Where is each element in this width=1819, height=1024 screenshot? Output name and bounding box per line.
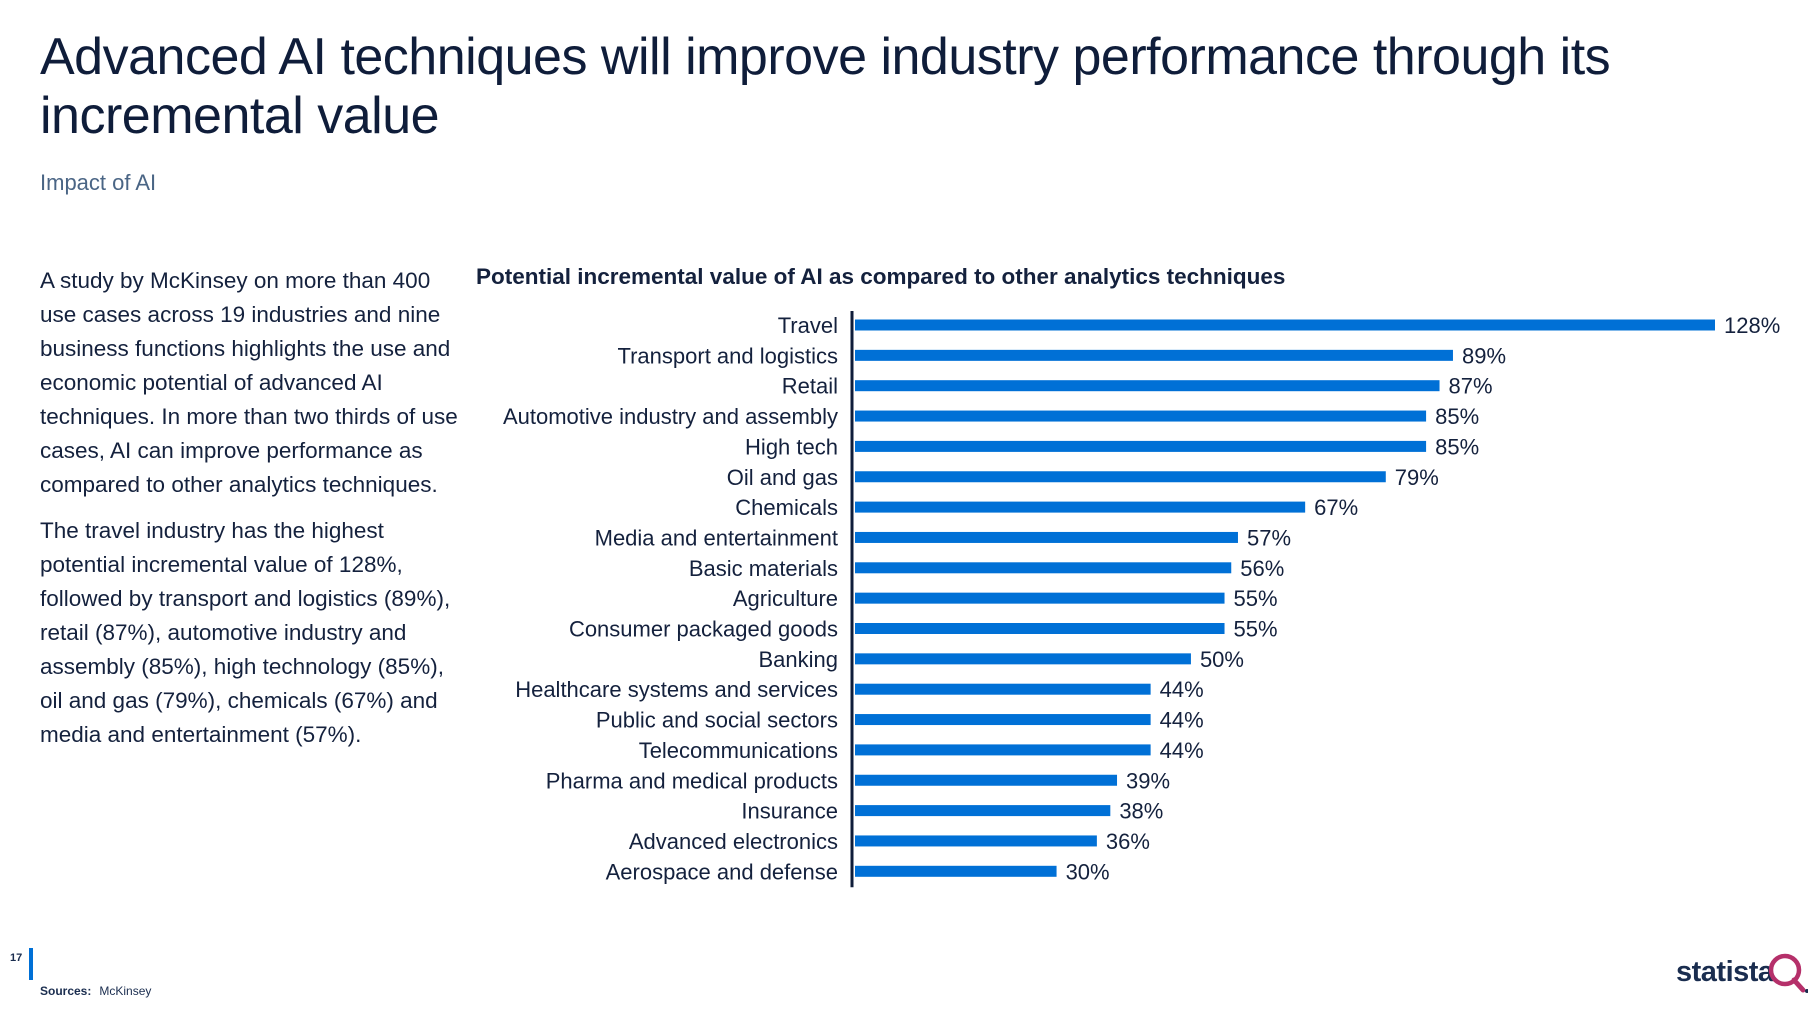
description-text: A study by McKinsey on more than 400 use… [40, 264, 460, 764]
bar [855, 805, 1111, 817]
bar [855, 319, 1715, 331]
page-accent-bar [29, 948, 33, 980]
bar [855, 865, 1057, 877]
bar [855, 653, 1191, 665]
data-label: 85% [1435, 434, 1479, 459]
bar [855, 623, 1225, 634]
logo-wordmark: statista [1676, 956, 1774, 988]
data-label: 57% [1247, 525, 1291, 550]
data-label: 30% [1066, 859, 1110, 884]
bar [855, 380, 1440, 392]
data-label: 79% [1395, 465, 1439, 490]
bar [855, 562, 1232, 574]
data-label: 55% [1234, 617, 1278, 642]
data-label: 44% [1160, 677, 1204, 702]
data-label: 67% [1314, 495, 1358, 520]
data-label: 128% [1724, 313, 1780, 338]
bar [855, 531, 1238, 543]
category-label: Insurance [741, 799, 838, 824]
data-label: 89% [1462, 343, 1506, 368]
category-label: Media and entertainment [595, 525, 838, 550]
statista-logo: statista [1676, 950, 1808, 996]
data-label: 87% [1449, 374, 1493, 399]
category-label: Telecommunications [639, 738, 838, 763]
category-label: Aerospace and defense [606, 859, 838, 884]
bar [855, 714, 1151, 726]
category-label: High tech [745, 434, 838, 459]
data-label: 55% [1234, 586, 1278, 611]
bar [855, 410, 1427, 422]
bar [855, 744, 1151, 756]
category-label: Agriculture [733, 586, 838, 611]
category-label: Automotive industry and assembly [503, 404, 838, 429]
bar [855, 835, 1097, 847]
data-label: 44% [1160, 708, 1204, 733]
bar [855, 774, 1118, 786]
category-label: Oil and gas [727, 465, 838, 490]
data-label: 44% [1160, 738, 1204, 763]
category-label: Transport and logistics [617, 343, 838, 368]
category-label: Pharma and medical products [546, 768, 838, 793]
description-paragraph-1: A study by McKinsey on more than 400 use… [40, 268, 458, 497]
category-label: Retail [782, 374, 838, 399]
sources-label: Sources: [40, 984, 92, 998]
page-title: Advanced AI techniques will improve indu… [40, 28, 1611, 145]
magnifier-icon [1768, 953, 1808, 993]
category-label: Public and social sectors [596, 708, 838, 733]
category-label: Consumer packaged goods [569, 617, 838, 642]
data-label: 39% [1126, 768, 1170, 793]
data-label: 36% [1106, 829, 1150, 854]
category-label: Advanced electronics [629, 829, 838, 854]
sources-note: Sources: McKinsey [40, 984, 151, 998]
data-label: 56% [1240, 556, 1284, 581]
data-label: 85% [1435, 404, 1479, 429]
bar [855, 471, 1386, 483]
chart-title: Potential incremental value of AI as com… [476, 264, 1286, 289]
category-label: Travel [778, 313, 838, 338]
description-paragraph-2: The travel industry has the highest pote… [40, 518, 451, 747]
page-number: 17 [10, 952, 23, 964]
category-label: Basic materials [689, 556, 838, 581]
bar [855, 440, 1427, 452]
category-label: Chemicals [735, 495, 838, 520]
category-label: Banking [758, 647, 838, 672]
data-label: 38% [1119, 799, 1163, 824]
bar [855, 592, 1225, 604]
category-label: Healthcare systems and services [515, 677, 838, 702]
bar [855, 501, 1306, 513]
sources-value: McKinsey [99, 984, 152, 998]
bar [855, 683, 1151, 695]
page-subtitle: Impact of AI [40, 170, 157, 195]
bar [855, 349, 1453, 361]
data-label: 50% [1200, 647, 1244, 672]
